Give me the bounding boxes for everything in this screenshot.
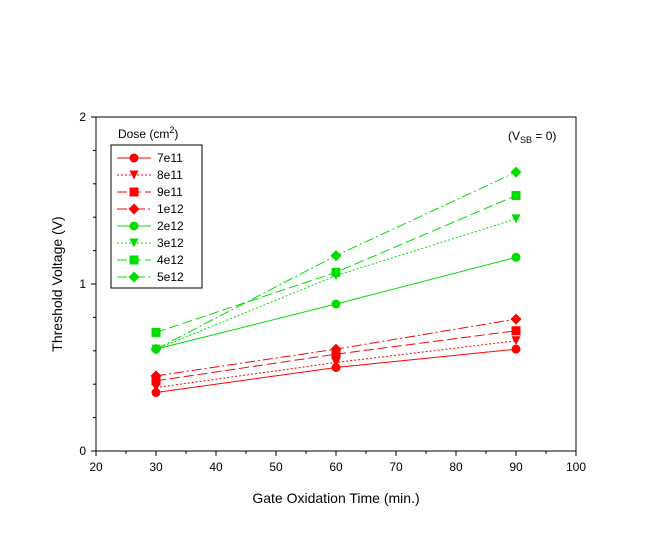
y-tick-label: 1 (79, 277, 86, 291)
x-tick-label: 70 (389, 460, 403, 474)
legend-label: 5e12 (157, 270, 184, 284)
data-point-2e12 (331, 299, 341, 309)
series-line-3e12 (155, 218, 517, 350)
data-point-8e11 (511, 336, 521, 346)
x-tick-label: 100 (566, 460, 586, 474)
data-point-8e11 (331, 357, 341, 367)
legend-item-8e11: 8e11 (117, 168, 183, 182)
legend-item-7e11: 7e11 (117, 151, 183, 165)
legend-label: 4e12 (157, 253, 184, 267)
legend-marker (129, 221, 139, 231)
series-4e12 (151, 190, 521, 337)
series-layer (150, 166, 522, 398)
legend-marker (129, 238, 139, 248)
data-point-4e12 (331, 267, 341, 277)
data-point-7e11 (331, 363, 341, 372)
data-point-9e11 (511, 326, 521, 336)
data-point-2e12 (511, 252, 521, 262)
legend-box (110, 144, 203, 289)
legend-label: 7e11 (157, 151, 183, 165)
series-7e11 (151, 344, 521, 398)
legend-item-9e11: 9e11 (117, 185, 183, 199)
series-9e11 (151, 326, 521, 386)
series-5e12 (150, 166, 522, 355)
x-tick-label: 30 (149, 460, 163, 474)
legend-marker (128, 271, 140, 283)
legend-item-1e12: 1e12 (117, 202, 184, 216)
y-axis-title: Threshold Voltage (V) (49, 216, 65, 351)
legend-title-main: Dose (cm (118, 127, 169, 141)
legend-marker (129, 153, 139, 163)
data-point-1e12 (150, 370, 162, 382)
legend-label: 8e11 (157, 168, 183, 182)
data-point-1e12 (510, 313, 522, 325)
series-3e12 (151, 214, 521, 354)
x-tick-label: 20 (89, 460, 103, 474)
y-tick-label: 0 (79, 444, 86, 458)
legend-marker (128, 203, 140, 215)
x-tick-label: 40 (209, 460, 223, 474)
legend-item-2e12: 2e12 (117, 219, 184, 233)
axes: 20 30 40 50 60 70 80 90 100 0 1 2 (79, 110, 586, 474)
data-point-5e12 (330, 250, 342, 262)
annotation-open: (V (508, 129, 520, 143)
legend-label: 9e11 (157, 185, 183, 199)
y-tick-label: 2 (79, 110, 86, 124)
data-point-4e12 (151, 327, 161, 337)
x-axis-title: Gate Oxidation Time (min.) (252, 490, 419, 506)
data-point-7e11 (511, 344, 521, 354)
x-tick-label: 80 (449, 460, 463, 474)
legend-label: 3e12 (157, 236, 184, 250)
data-point-1e12 (330, 343, 342, 355)
x-tick-label: 90 (509, 460, 523, 474)
legend-item-5e12: 5e12 (117, 270, 184, 284)
legend: 7e11 8e11 9e11 1e12 2e12 3e12 4e12 5e12 (110, 144, 203, 289)
legend-marker (129, 170, 139, 180)
legend-label: 2e12 (157, 219, 184, 233)
data-point-5e12 (150, 343, 162, 355)
series-line-4e12 (155, 195, 517, 333)
x-tick-label: 50 (269, 460, 283, 474)
data-point-5e12 (510, 166, 522, 178)
legend-label: 1e12 (157, 202, 184, 216)
x-tick-label: 60 (329, 460, 343, 474)
legend-title: Dose (cm2) (118, 125, 178, 141)
legend-marker (129, 255, 139, 265)
data-point-4e12 (511, 190, 521, 200)
legend-title-end: ) (174, 127, 178, 141)
legend-marker (129, 187, 139, 197)
series-line-9e11 (155, 330, 517, 382)
legend-item-4e12: 4e12 (117, 253, 184, 267)
data-point-3e12 (511, 214, 521, 224)
legend-title-sup: 2 (169, 125, 174, 135)
annotation-sub: SB (520, 135, 532, 145)
legend-item-3e12: 3e12 (117, 236, 184, 250)
annotation-rest: = 0) (532, 129, 556, 143)
data-point-7e11 (151, 388, 161, 398)
series-1e12 (150, 313, 522, 382)
annotation-vsb: (VSB = 0) (508, 129, 556, 145)
